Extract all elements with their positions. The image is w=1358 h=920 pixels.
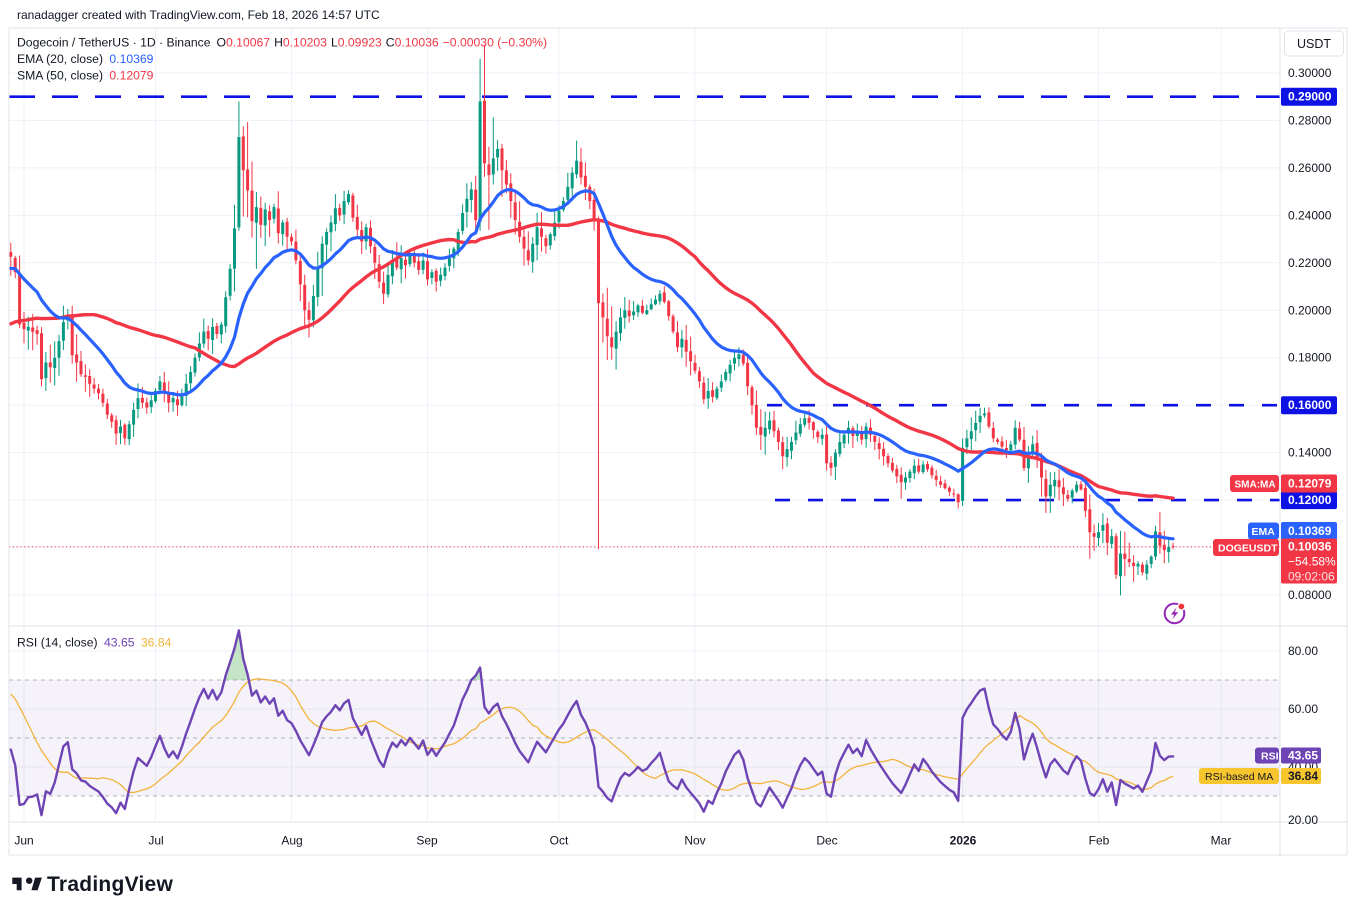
svg-text:Mar: Mar <box>1211 834 1232 848</box>
svg-text:0.12000: 0.12000 <box>1288 493 1332 507</box>
svg-text:Feb: Feb <box>1089 834 1110 848</box>
svg-text:0.12079: 0.12079 <box>1288 477 1332 491</box>
svg-text:USDT: USDT <box>1297 37 1331 51</box>
svg-text:Jul: Jul <box>148 834 163 848</box>
svg-text:DOGEUSDT: DOGEUSDT <box>1218 543 1278 555</box>
svg-text:Dogecoin / TetherUS · 1D · Bin: Dogecoin / TetherUS · 1D · Binance O0.100… <box>17 36 547 50</box>
svg-text:RSI-based MA: RSI-based MA <box>1205 771 1273 783</box>
svg-text:2026: 2026 <box>950 834 977 848</box>
svg-text:20.00: 20.00 <box>1288 813 1318 827</box>
svg-text:Nov: Nov <box>684 834 705 848</box>
svg-text:RSI (14, close) 43.65 36.84: RSI (14, close) 43.65 36.84 <box>17 636 172 650</box>
svg-text:0.24000: 0.24000 <box>1288 208 1332 222</box>
svg-text:0.10036: 0.10036 <box>1288 540 1332 554</box>
svg-text:43.65: 43.65 <box>1288 749 1318 763</box>
svg-text:TradingView: TradingView <box>47 873 173 896</box>
svg-text:0.08000: 0.08000 <box>1288 588 1332 602</box>
svg-text:EMA (20, close) 0.10369: EMA (20, close) 0.10369 <box>17 52 154 66</box>
svg-text:0.22000: 0.22000 <box>1288 256 1332 270</box>
svg-text:SMA (50, close) 0.12079: SMA (50, close) 0.12079 <box>17 69 154 83</box>
svg-text:ranadagger created with Tradin: ranadagger created with TradingView.com,… <box>17 8 380 22</box>
svg-text:SMA:MA: SMA:MA <box>1235 480 1276 491</box>
svg-text:0.18000: 0.18000 <box>1288 351 1332 365</box>
svg-text:Aug: Aug <box>281 834 302 848</box>
svg-text:0.29000: 0.29000 <box>1288 90 1332 104</box>
svg-text:80.00: 80.00 <box>1288 644 1318 658</box>
svg-text:0.20000: 0.20000 <box>1288 303 1332 317</box>
svg-text:Sep: Sep <box>416 834 438 848</box>
svg-text:60.00: 60.00 <box>1288 702 1318 716</box>
svg-text:09:02:06: 09:02:06 <box>1288 570 1335 584</box>
svg-text:RSI: RSI <box>1261 751 1279 763</box>
svg-text:36.84: 36.84 <box>1288 769 1318 783</box>
svg-text:Oct: Oct <box>550 834 569 848</box>
svg-text:Dec: Dec <box>816 834 837 848</box>
svg-text:0.26000: 0.26000 <box>1288 161 1332 175</box>
svg-text:−54.58%: −54.58% <box>1288 555 1336 569</box>
svg-text:0.14000: 0.14000 <box>1288 446 1332 460</box>
svg-text:0.16000: 0.16000 <box>1288 398 1332 412</box>
svg-text:0.30000: 0.30000 <box>1288 66 1332 80</box>
svg-text:0.10369: 0.10369 <box>1288 524 1332 538</box>
svg-text:Jun: Jun <box>14 834 33 848</box>
svg-text:0.28000: 0.28000 <box>1288 114 1332 128</box>
svg-text:EMA: EMA <box>1252 526 1276 538</box>
